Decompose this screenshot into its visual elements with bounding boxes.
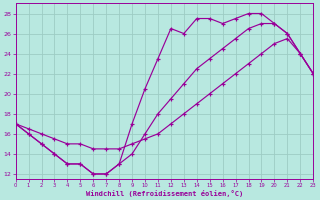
X-axis label: Windchill (Refroidissement éolien,°C): Windchill (Refroidissement éolien,°C): [86, 190, 243, 197]
